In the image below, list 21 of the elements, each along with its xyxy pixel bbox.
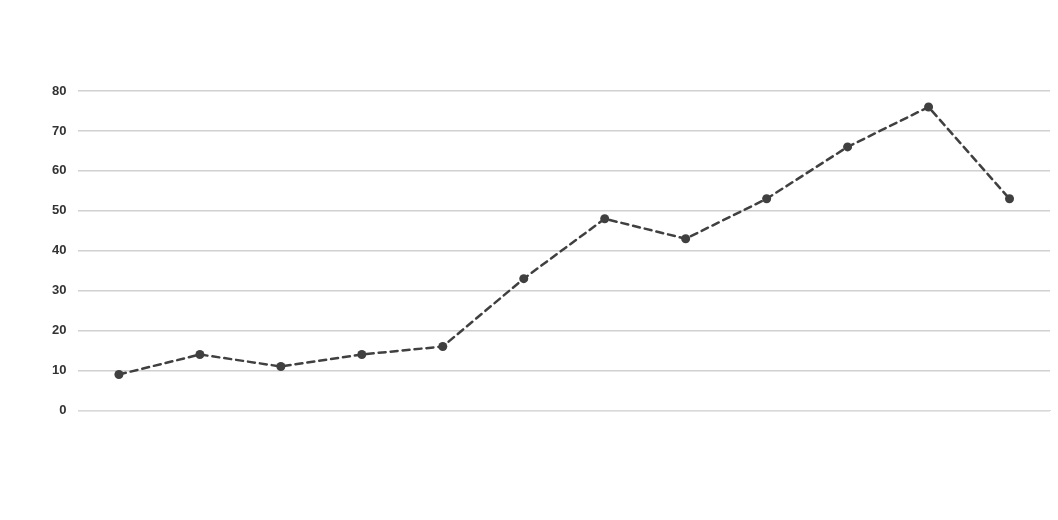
y-tick-label: 10 [51,362,67,378]
y-tick-label: 0 [59,401,67,417]
y-tick-label: 60 [51,162,67,178]
point [1005,194,1015,204]
point [681,234,691,244]
point [519,274,529,284]
y-tick-label: 50 [51,202,67,218]
y-tick-label: 70 [51,122,67,138]
point [924,102,934,112]
point [276,361,286,371]
y-tick-label: 40 [51,242,67,258]
point [438,342,448,352]
point [357,350,367,360]
point [762,194,772,204]
point [114,369,124,379]
point [195,350,205,360]
y-tick-label: 20 [51,322,67,338]
point [600,214,610,224]
point [843,142,853,152]
y-tick-label: 30 [51,282,67,298]
y-tick-label: 80 [51,82,67,98]
